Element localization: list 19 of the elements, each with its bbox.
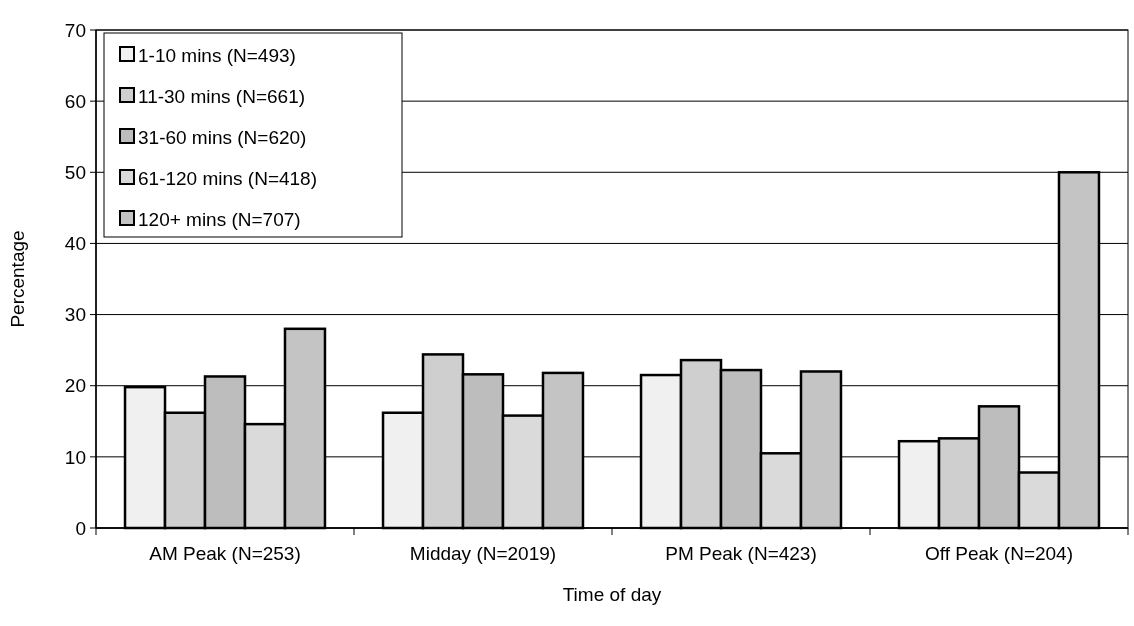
y-tick-label: 20 [64, 375, 86, 397]
y-axis-title: Percentage [7, 230, 28, 328]
x-axis-title: Time of day [562, 584, 662, 605]
legend-label: 61-120 mins (N=418) [138, 167, 318, 189]
legend-label: 1-10 mins (N=493) [138, 44, 296, 66]
y-tick-label: 40 [64, 233, 86, 255]
x-tick-label: Off Peak (N=204) [924, 543, 1074, 564]
y-tick-label: 10 [64, 446, 86, 468]
y-tick-label: 30 [64, 304, 86, 326]
y-tick-label: 60 [64, 90, 86, 112]
y-tick-label: 50 [64, 161, 86, 183]
x-tick-label: AM Peak (N=253) [149, 543, 301, 564]
y-tick-label: 0 [75, 517, 86, 539]
x-tick-label: Midday (N=2019) [409, 543, 557, 564]
x-tick-label: PM Peak (N=423) [665, 543, 817, 564]
legend-label: 11-30 mins (N=661) [138, 85, 306, 107]
legend-label: 31-60 mins (N=620) [138, 126, 307, 148]
legend-label: 120+ mins (N=707) [138, 208, 301, 230]
y-tick-label: 70 [64, 19, 86, 41]
